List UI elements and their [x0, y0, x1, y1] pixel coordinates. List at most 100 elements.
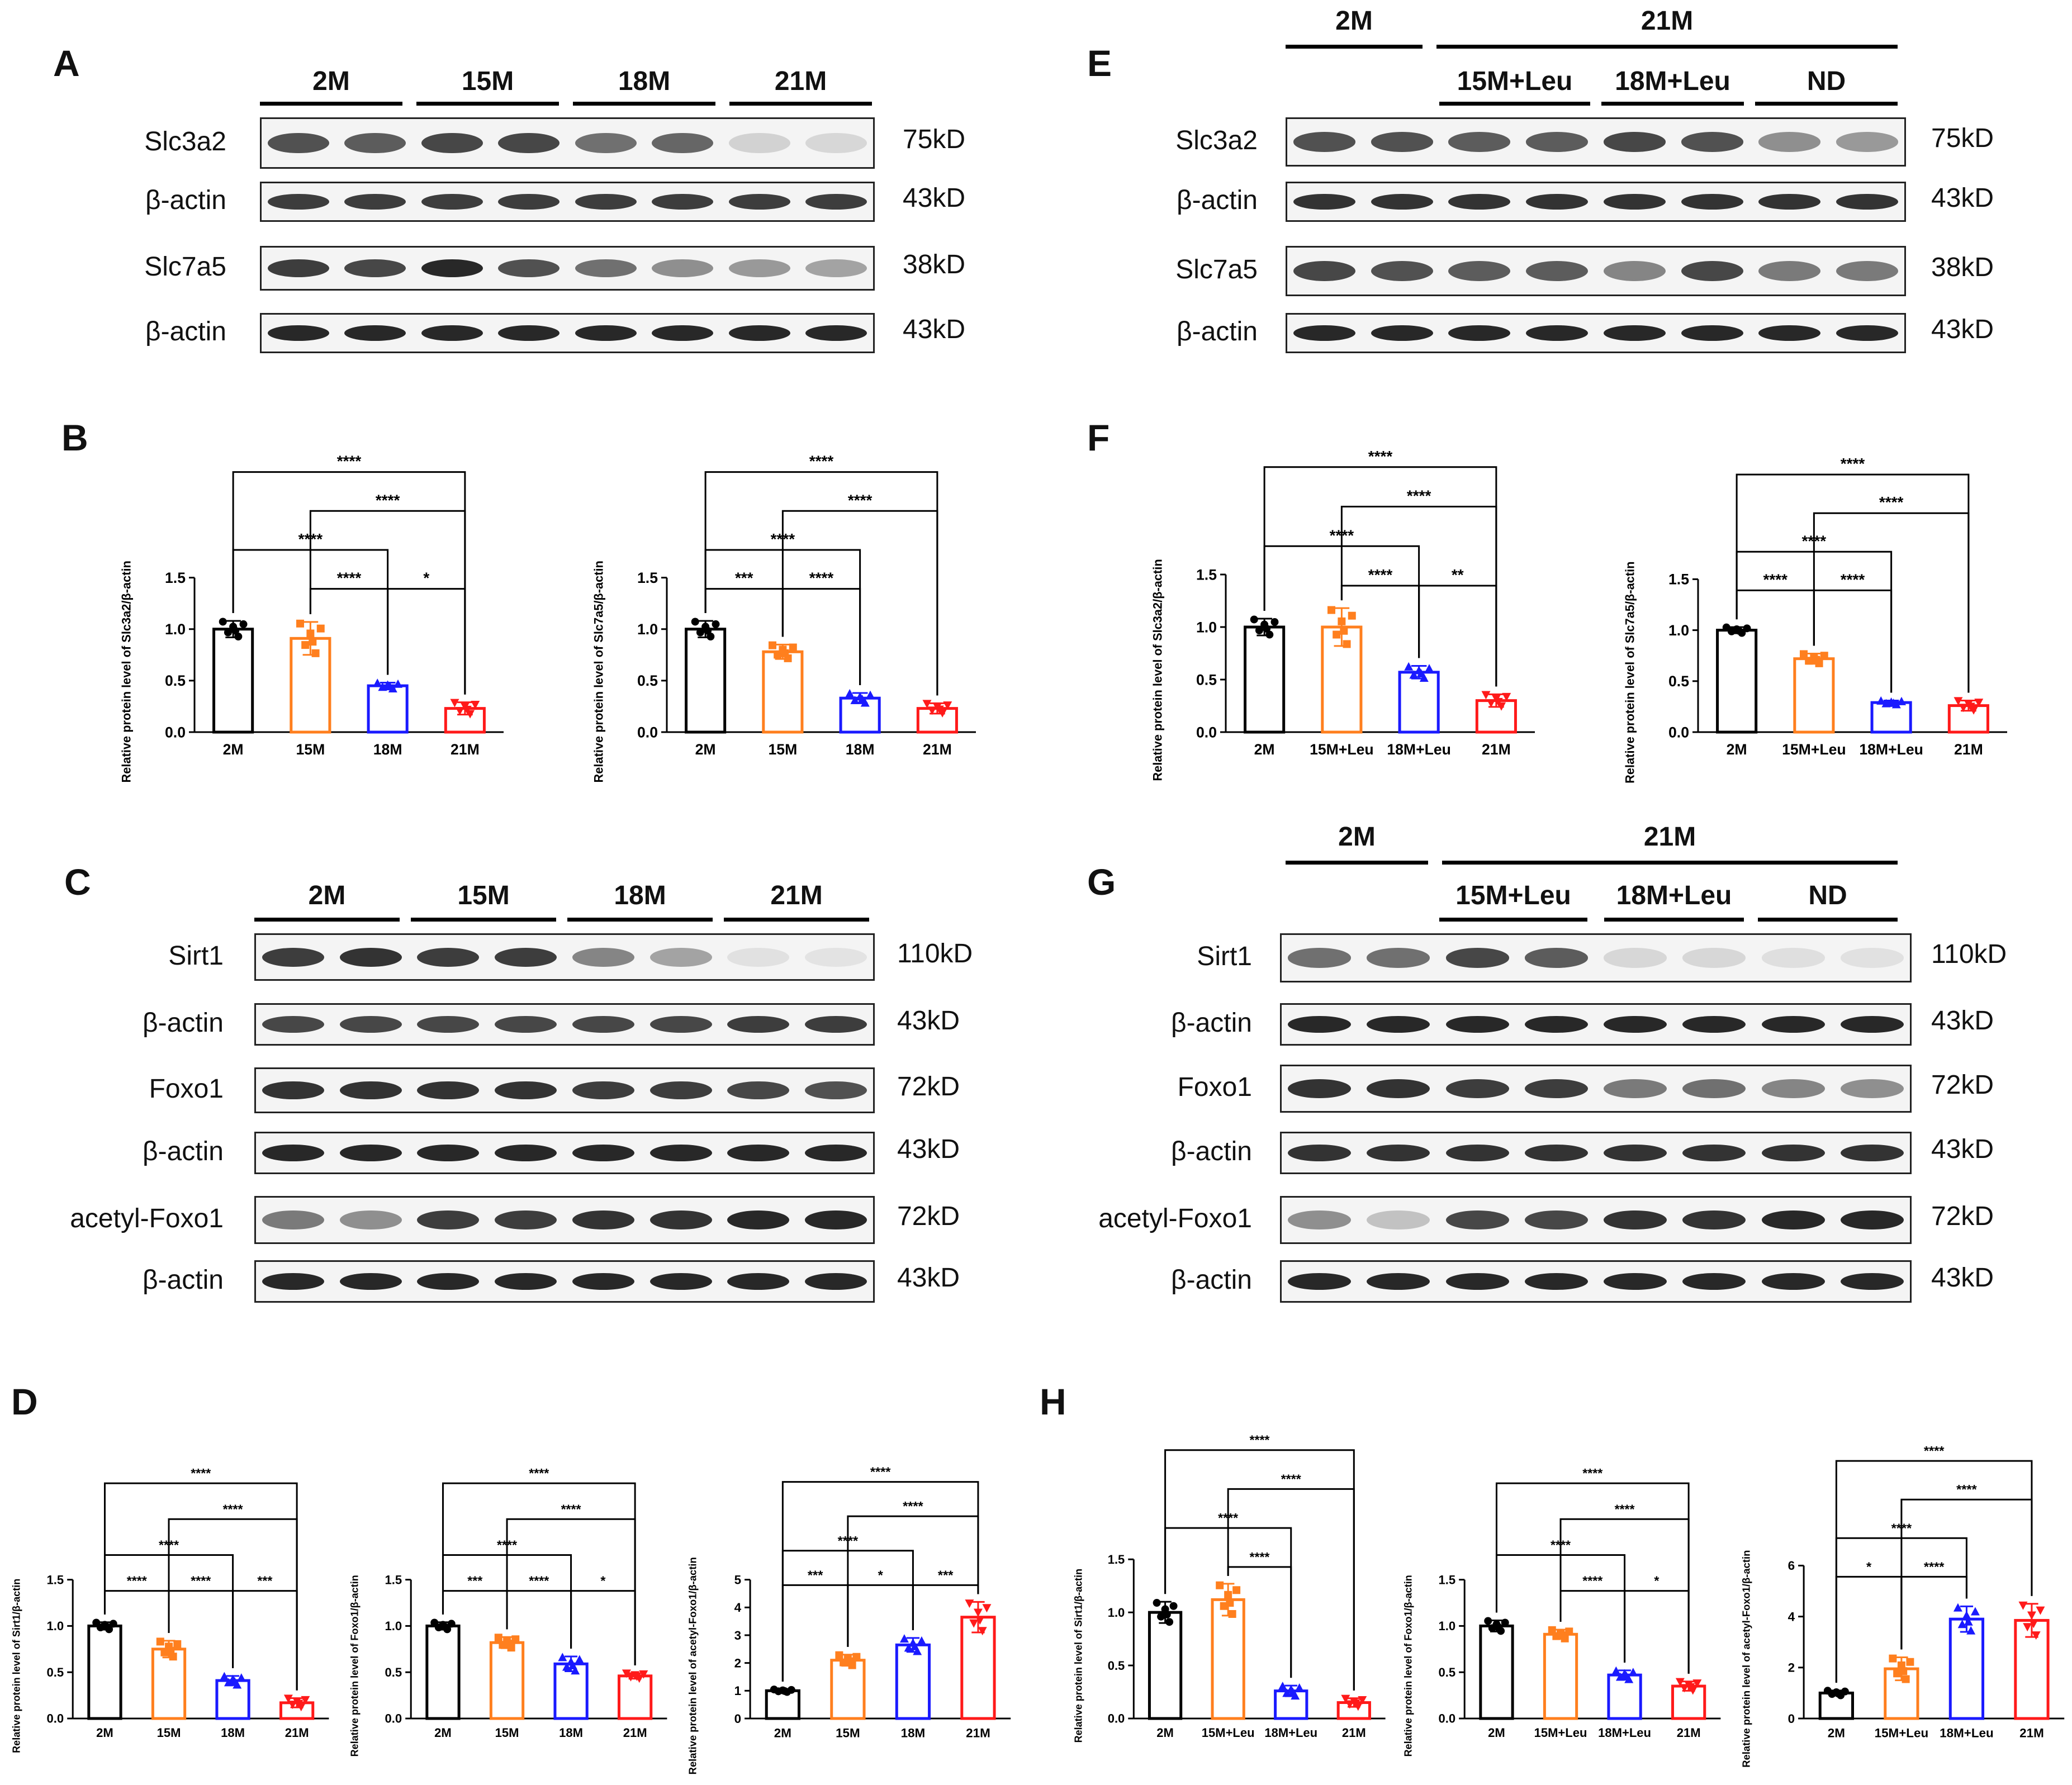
chart-D1-bar — [87, 1624, 122, 1720]
chart-B2-xtick-label: 21M — [923, 741, 952, 758]
blot-A-group-line — [416, 102, 559, 106]
chart-D2-sig-label: **** — [561, 1502, 581, 1516]
chart-F2-point — [1743, 624, 1751, 633]
blot-G-band — [1445, 1079, 1509, 1099]
blot-E-row-label: β-actin — [1177, 317, 1258, 346]
blot-A-band — [728, 259, 790, 277]
blot-E-band — [1836, 193, 1899, 210]
chart-B1: Relative protein level of Slc3a2/β-actin… — [120, 453, 504, 782]
blot-G-band — [1840, 948, 1904, 968]
blot-C-band — [572, 1210, 634, 1230]
chart-F1-point — [1340, 626, 1348, 635]
chart-D1-sig-label: **** — [223, 1502, 243, 1516]
blot-G-band — [1682, 948, 1746, 968]
blot-G-row-label: acetyl-Foxo1 — [1098, 1204, 1252, 1233]
blot-A-band — [344, 132, 406, 154]
blot-C-band — [339, 1015, 402, 1033]
chart-D2-ytick-label: 1.5 — [385, 1573, 402, 1587]
chart-H2-ytick-label: 1.5 — [1439, 1573, 1456, 1587]
blot-E-row-label: Slc7a5 — [1175, 255, 1258, 284]
blot-G-band — [1604, 1144, 1667, 1162]
chart-D1-xtick-label: 2M — [96, 1726, 113, 1740]
chart-B1-point — [471, 700, 480, 709]
blot-C-kd-label: 43kD — [897, 1134, 960, 1164]
chart-H2-point — [1565, 1627, 1573, 1636]
blot-G-band — [1288, 1273, 1352, 1290]
chart-D3-sig-label: **** — [903, 1499, 923, 1513]
chart-H2-point — [1692, 1679, 1702, 1688]
chart-H3-point — [2031, 1631, 2041, 1640]
chart-F1-point — [1255, 626, 1263, 635]
panel-letter-G: G — [1087, 861, 1116, 903]
blot-E-band — [1758, 193, 1821, 210]
chart-F2: Relative protein level of Slc7a5/β-actin… — [1624, 455, 2007, 784]
blot-G-band — [1604, 1273, 1667, 1290]
chart-D2: Relative protein level of Foxo1/β-actin 0… — [349, 1466, 667, 1756]
blot-A-group-label: 2M — [312, 67, 350, 96]
blot-C-band — [727, 1015, 790, 1033]
blot-C-band — [262, 1015, 324, 1033]
chart-H1-sig-label: **** — [1249, 1433, 1269, 1447]
blot-A-band — [805, 259, 867, 277]
chart-H1-xtick-label: 18M+Leu — [1264, 1726, 1317, 1740]
blot-E-group-line — [1286, 45, 1423, 49]
chart-D3-bar — [830, 1659, 866, 1720]
panel-letter-F: F — [1087, 417, 1110, 458]
chart-H2-sig-label: **** — [1615, 1502, 1635, 1516]
chart-H2-point — [1501, 1618, 1509, 1627]
blot-E-band — [1681, 132, 1743, 152]
chart-D3-sig-label: **** — [870, 1465, 891, 1479]
chart-H2-point — [1621, 1671, 1631, 1680]
blot-G-band — [1367, 1210, 1430, 1230]
chart-H2-sig-bracket — [1624, 1590, 1690, 1674]
blot-G-kd-label: 110kD — [1931, 939, 2007, 969]
chart-B2-bar — [685, 628, 727, 734]
chart-F2-point — [1876, 696, 1886, 705]
blot-G-band — [1288, 1015, 1352, 1033]
chart-F1-point — [1481, 691, 1491, 700]
chart-H3-point — [1953, 1603, 1962, 1612]
chart-D3-point — [835, 1651, 843, 1659]
panel-letter-D: D — [11, 1381, 38, 1422]
blot-A-band — [498, 132, 560, 154]
chart-D1-sig-label: **** — [127, 1574, 147, 1588]
chart-H2-point — [1494, 1623, 1502, 1631]
blot-C-row-label: acetyl-Foxo1 — [70, 1204, 224, 1233]
chart-D2-point — [575, 1655, 584, 1664]
chart-H1-point — [1226, 1599, 1234, 1607]
chart-B1-point — [311, 649, 320, 657]
chart-B2-xtick-label: 18M — [846, 741, 875, 758]
chart-H1: Relative protein level of Sirt1/β-actin 0… — [1073, 1433, 1386, 1743]
blot-A-kd-label: 38kD — [903, 250, 966, 279]
chart-F1-point — [1419, 673, 1429, 682]
chart-D1-point — [283, 1694, 293, 1703]
chart-B2-point — [789, 643, 797, 652]
chart-H3-sig-label: **** — [1924, 1559, 1945, 1574]
chart-H3-point — [1970, 1607, 1980, 1616]
blot-G-band — [1761, 1273, 1825, 1290]
blot-G-band — [1288, 1079, 1352, 1099]
chart-D3-point — [973, 1608, 983, 1617]
blot-A-kd-label: 43kD — [903, 315, 966, 344]
chart-H1-ylabel: Relative protein level of Sirt1/β-actin — [1073, 1569, 1084, 1743]
blot-A-group-line — [729, 102, 872, 106]
blot-G-band — [1604, 1210, 1667, 1230]
blot-E-group-label: 18M+Leu — [1615, 67, 1730, 96]
chart-D1-point — [109, 1620, 117, 1628]
blot-A-band — [344, 259, 406, 277]
chart-F1-point — [1404, 662, 1414, 671]
blot-G-band — [1682, 1144, 1746, 1162]
blot-E-band — [1836, 261, 1899, 281]
chart-H2-point — [1686, 1683, 1695, 1692]
chart-D1-point — [294, 1699, 304, 1708]
blot-C-band — [727, 1273, 790, 1290]
chart-D1-point — [301, 1696, 310, 1705]
blot-G-band — [1761, 1079, 1825, 1099]
blot-E-band — [1681, 325, 1743, 341]
chart-H1-xtick-label: 2M — [1156, 1726, 1174, 1740]
chart-H2-point — [1628, 1668, 1638, 1677]
chart-B1-point — [450, 699, 459, 708]
chart-B1-xtick-label: 18M — [373, 741, 402, 758]
chart-H3-ylabel: Relative protein level of acetyl-Foxo1/β… — [1741, 1550, 1752, 1768]
chart-F1-point — [1409, 670, 1419, 679]
